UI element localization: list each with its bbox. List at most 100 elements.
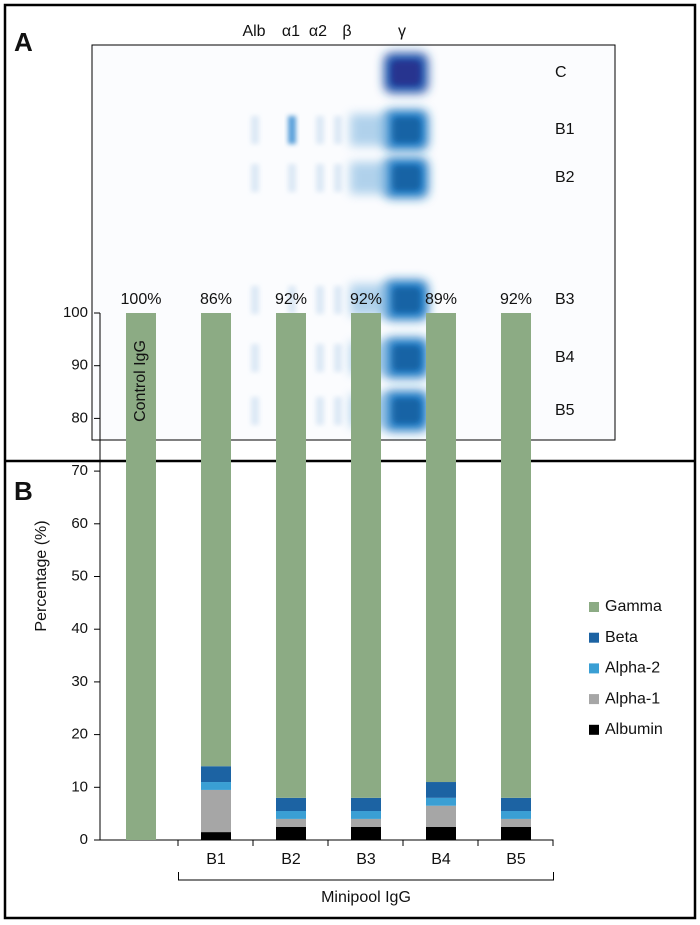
panel-label: A (14, 27, 33, 57)
value-label: 100% (121, 291, 162, 308)
bar-segment (501, 818, 531, 827)
gamma-tail (350, 162, 390, 194)
lane-label: γ (398, 23, 406, 40)
bar-segment (201, 782, 231, 790)
bar-segment (351, 826, 381, 840)
lane-label: α2 (309, 23, 327, 40)
minor-band (251, 286, 259, 314)
legend-swatch (589, 663, 599, 674)
gamma-core (392, 399, 420, 423)
y-tick-label: 0 (80, 831, 88, 848)
x-tick-label: B2 (281, 851, 301, 868)
bar-segment (351, 313, 381, 798)
chart: B 0 10 20 30 40 50 60 70 80 90 100 Percentage (%) 100… (14, 291, 663, 906)
y-tick-label: 30 (71, 673, 88, 690)
bar-segment (426, 826, 456, 840)
gamma-core (392, 166, 420, 190)
y-tick-label: 90 (71, 357, 88, 374)
bar-segment (201, 766, 231, 783)
x-tick-label: B4 (431, 851, 451, 868)
x-tick-label: B1 (206, 851, 226, 868)
bar-segment (126, 313, 156, 840)
legend-label: Albumin (605, 721, 663, 738)
y-axis-label: Percentage (%) (33, 520, 50, 631)
group-bracket (178, 872, 554, 881)
bar-segment (426, 313, 456, 783)
bar-segment (276, 818, 306, 827)
bar-segment (426, 805, 456, 827)
y-tick-label: 100 (63, 304, 88, 321)
y-tick-label: 80 (71, 409, 88, 426)
bar-annotation: Control IgG (132, 340, 149, 422)
minor-band (251, 344, 259, 372)
bar-segment (351, 811, 381, 819)
value-label: 92% (500, 291, 532, 308)
row-label: B4 (555, 349, 575, 366)
minor-band (288, 164, 296, 192)
bar-segment (276, 811, 306, 819)
bar-segment (426, 782, 456, 798)
minor-band (251, 397, 259, 425)
bar-segment (426, 797, 456, 806)
minor-band (251, 164, 259, 192)
bar-segment (201, 313, 231, 767)
group-label: Minipool IgG (321, 889, 411, 906)
y-tick-label: 20 (71, 726, 88, 743)
minor-band (334, 286, 342, 314)
bar-segment (276, 797, 306, 812)
row-label: C (555, 64, 567, 81)
minor-band (316, 344, 324, 372)
minor-band (334, 344, 342, 372)
y-tick-label: 10 (71, 778, 88, 795)
bar-segment (276, 826, 306, 840)
row-label: B2 (555, 169, 575, 186)
legend-swatch (589, 694, 599, 705)
bar-segment (351, 797, 381, 812)
bar-segment (501, 826, 531, 840)
y-tick-label: 50 (71, 567, 88, 584)
lane-label: Alb (242, 23, 265, 40)
gamma-core (392, 288, 420, 312)
minor-band (251, 116, 259, 144)
panel-label: B (14, 476, 33, 506)
bar-segment (351, 818, 381, 827)
minor-band (316, 286, 324, 314)
minor-band (334, 397, 342, 425)
bar-segment (201, 832, 231, 840)
bar-segment (501, 313, 531, 798)
minor-band (316, 116, 324, 144)
x-tick-label: B5 (506, 851, 526, 868)
legend-label: Gamma (605, 598, 662, 615)
value-label: 92% (275, 291, 307, 308)
bar-segment (501, 797, 531, 812)
minor-band (288, 286, 296, 314)
lane-label: α1 (282, 23, 300, 40)
x-tick-label: B3 (356, 851, 376, 868)
legend-label: Alpha-2 (605, 660, 660, 677)
gamma-core (392, 118, 420, 142)
legend-swatch (589, 632, 599, 643)
minor-band (288, 116, 296, 144)
gamma-tail (350, 284, 390, 316)
minor-band (334, 116, 342, 144)
legend-label: Alpha-1 (605, 690, 660, 707)
y-tick-label: 60 (71, 515, 88, 532)
gamma-core (392, 346, 420, 370)
gamma-tail (350, 114, 390, 146)
bar-segment (201, 789, 231, 833)
value-label: 89% (425, 291, 457, 308)
bar-segment (276, 313, 306, 798)
legend-swatch (589, 724, 599, 735)
bar-segment (501, 811, 531, 819)
minor-band (316, 164, 324, 192)
row-label: B3 (555, 291, 575, 308)
lane-label: β (342, 23, 351, 40)
legend-swatch (589, 602, 599, 612)
legend-label: Beta (605, 629, 638, 646)
gamma-core (392, 61, 420, 85)
minor-band (316, 397, 324, 425)
minor-band (334, 164, 342, 192)
row-label: B1 (555, 121, 575, 138)
gel-labels: Alb α1 α2 β γ C B1 B2 B3 B4 B5 (242, 23, 574, 419)
